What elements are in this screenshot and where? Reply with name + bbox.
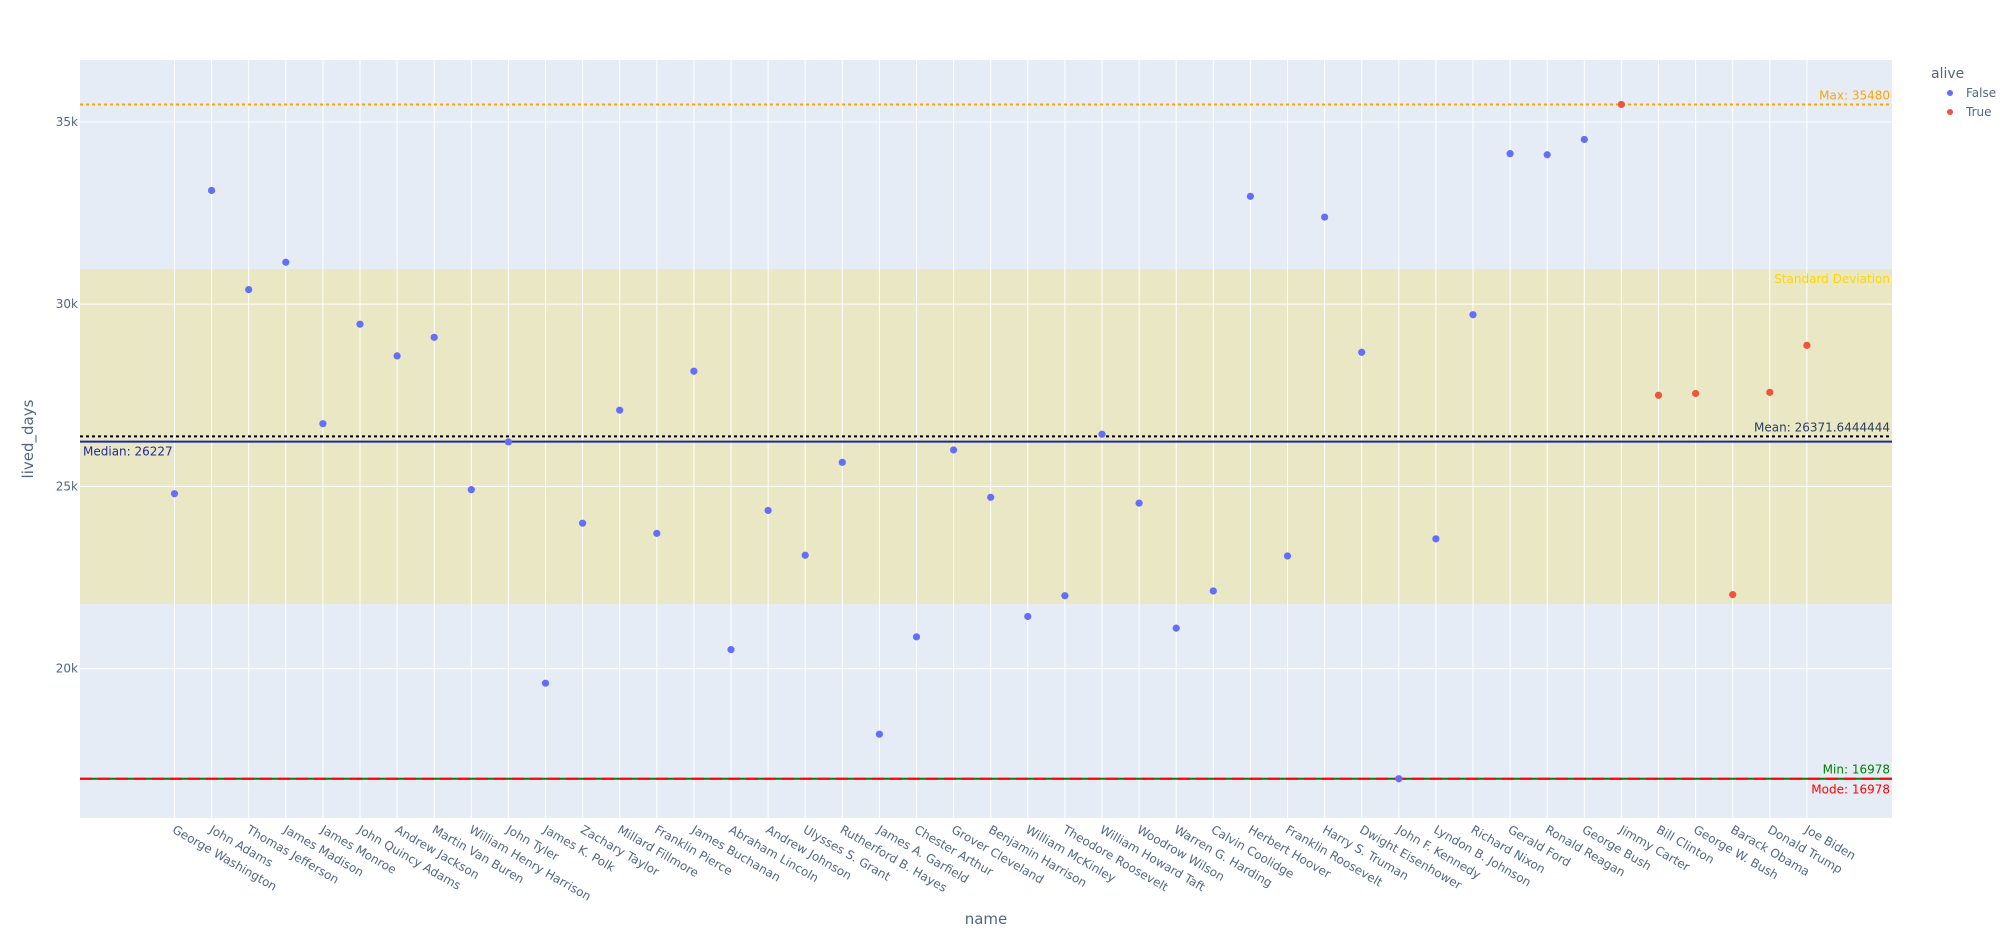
point-false[interactable] bbox=[1061, 592, 1069, 600]
point-false[interactable] bbox=[1135, 499, 1143, 507]
point-false[interactable] bbox=[208, 186, 216, 195]
median-annotation: Median: 26227 bbox=[83, 445, 173, 459]
point-false[interactable] bbox=[764, 506, 772, 515]
legend-label-false: False bbox=[1966, 86, 1996, 100]
point-false[interactable] bbox=[1321, 213, 1329, 221]
point-false[interactable] bbox=[1432, 535, 1440, 543]
point-true[interactable] bbox=[1692, 389, 1700, 398]
point-false[interactable] bbox=[727, 646, 735, 654]
legend-title: alive bbox=[1931, 66, 1964, 82]
max-annotation: Max: 35480 bbox=[1819, 88, 1890, 102]
point-false[interactable] bbox=[1506, 150, 1514, 158]
point-false[interactable] bbox=[1209, 587, 1217, 595]
point-false[interactable] bbox=[1469, 311, 1477, 319]
point-false[interactable] bbox=[579, 519, 587, 527]
legend-item-false[interactable]: False bbox=[1947, 86, 1996, 100]
point-false[interactable] bbox=[430, 333, 438, 341]
legend-marker-true bbox=[1947, 109, 1953, 115]
point-false[interactable] bbox=[541, 679, 550, 687]
std-annotation: Standard Deviation bbox=[1774, 272, 1890, 286]
point-true[interactable] bbox=[1803, 341, 1811, 349]
point-false[interactable] bbox=[875, 730, 884, 738]
point-false[interactable] bbox=[653, 529, 661, 537]
point-false[interactable] bbox=[1024, 612, 1032, 621]
point-false[interactable] bbox=[1098, 430, 1106, 438]
y-tick-label: 20k bbox=[56, 662, 78, 676]
min-annotation: Min: 16978 bbox=[1823, 763, 1890, 777]
point-false[interactable] bbox=[1543, 151, 1551, 159]
point-false[interactable] bbox=[170, 490, 179, 498]
point-false[interactable] bbox=[950, 446, 958, 454]
point-false[interactable] bbox=[1283, 552, 1292, 560]
point-false[interactable] bbox=[245, 285, 253, 294]
y-tick-label: 35k bbox=[56, 115, 78, 129]
point-false[interactable] bbox=[1580, 135, 1588, 144]
point-false[interactable] bbox=[801, 551, 809, 559]
legend-marker-false bbox=[1947, 90, 1953, 96]
point-false[interactable] bbox=[1172, 624, 1180, 632]
point-false[interactable] bbox=[467, 486, 475, 494]
y-tick-label: 30k bbox=[56, 297, 78, 311]
point-false[interactable] bbox=[690, 367, 698, 375]
data-points bbox=[170, 100, 1811, 783]
y-tick-label: 25k bbox=[56, 479, 78, 493]
point-false[interactable] bbox=[912, 633, 921, 641]
mean-annotation: Mean: 26371.6444444 bbox=[1754, 420, 1890, 434]
point-false[interactable] bbox=[838, 458, 846, 466]
x-axis-title: name bbox=[965, 910, 1008, 928]
point-false[interactable] bbox=[356, 320, 364, 328]
point-false[interactable] bbox=[616, 406, 624, 414]
point-false[interactable] bbox=[282, 258, 290, 266]
point-false[interactable] bbox=[1358, 348, 1366, 356]
y-axis-title: lived_days bbox=[19, 399, 38, 478]
mode-annotation: Mode: 16978 bbox=[1811, 783, 1890, 797]
grid-layer bbox=[80, 60, 1892, 818]
legend-label-true: True bbox=[1965, 105, 1992, 119]
point-false[interactable] bbox=[393, 352, 401, 360]
plot-background bbox=[80, 60, 1892, 818]
point-true[interactable] bbox=[1617, 100, 1625, 109]
legend: alive False True bbox=[1931, 66, 1996, 119]
legend-item-true[interactable]: True bbox=[1947, 105, 1992, 119]
point-false[interactable] bbox=[987, 493, 995, 501]
point-false[interactable] bbox=[504, 438, 512, 446]
point-false[interactable] bbox=[319, 420, 327, 428]
point-true[interactable] bbox=[1654, 391, 1663, 399]
annotations: Max: 35480 Standard Deviation Mean: 2637… bbox=[83, 88, 1890, 796]
point-false[interactable] bbox=[1246, 192, 1254, 200]
point-false[interactable] bbox=[1395, 775, 1403, 783]
reference-lines bbox=[80, 103, 1892, 780]
point-true[interactable] bbox=[1729, 591, 1737, 599]
y-axis-ticks: 20k 25k 30k 35k bbox=[56, 115, 78, 676]
point-true[interactable] bbox=[1766, 388, 1774, 396]
